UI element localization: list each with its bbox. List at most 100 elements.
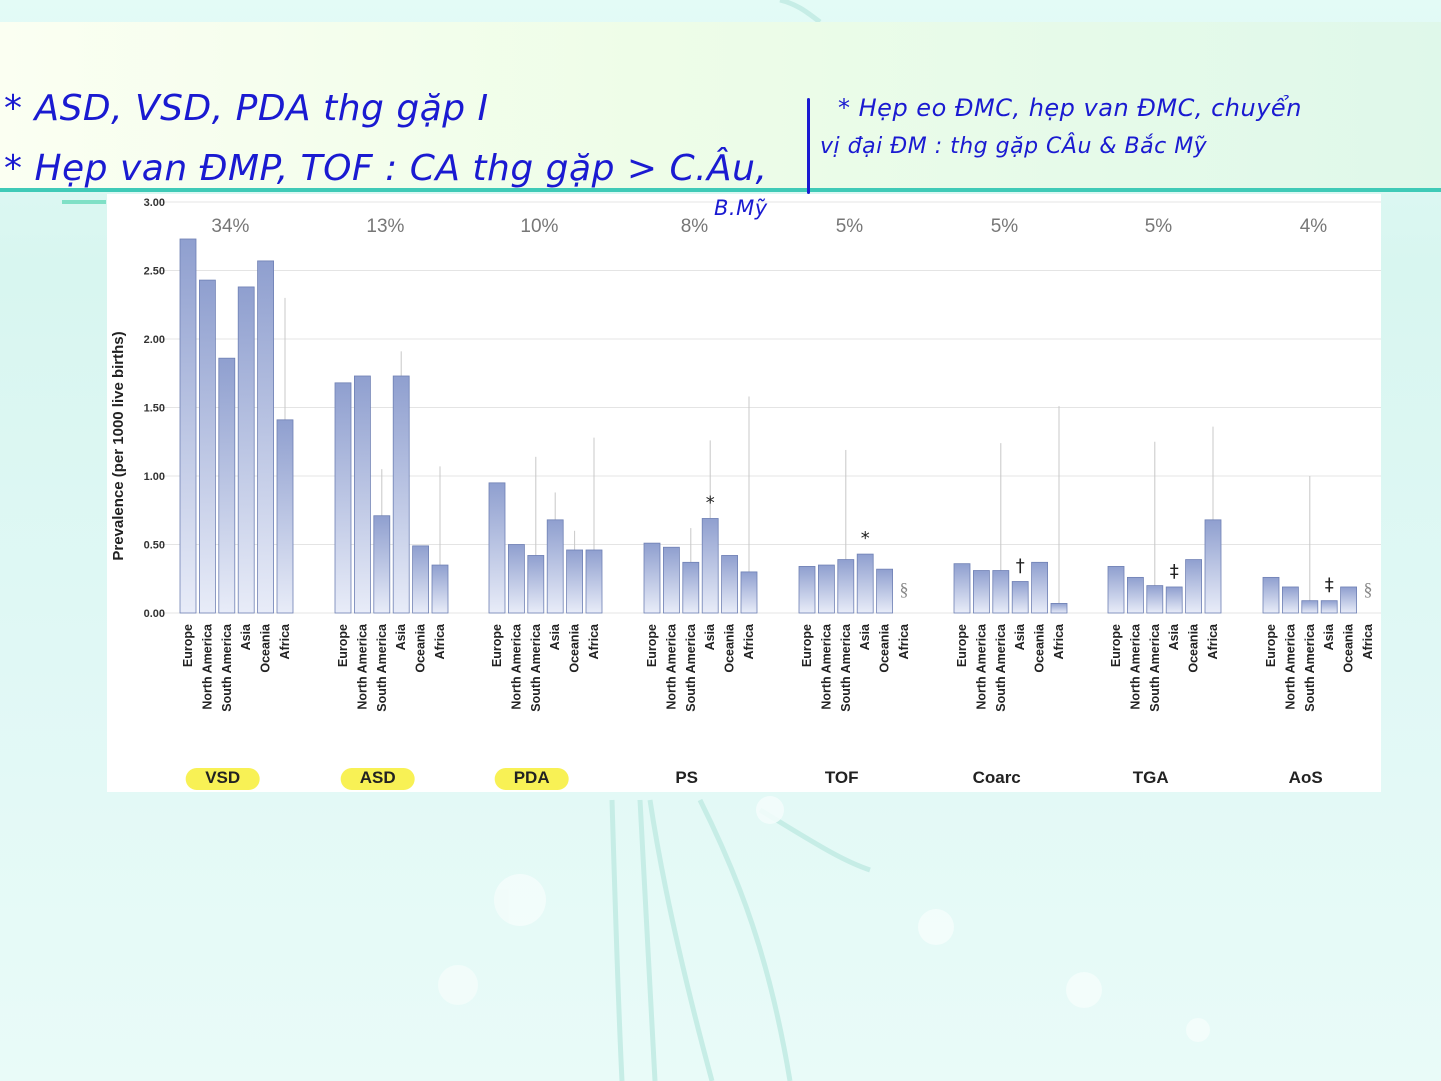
region-tick-label: Oceania bbox=[1033, 623, 1047, 673]
region-tick-label: Asia bbox=[1013, 623, 1027, 650]
bar-tof-south-america bbox=[837, 559, 855, 614]
region-tick-label: Oceania bbox=[1342, 623, 1356, 673]
bar-tga-south-america bbox=[1146, 585, 1164, 614]
handwritten-note-2-continued: B.Mỹ bbox=[714, 196, 768, 220]
highlighter-mark bbox=[494, 768, 569, 790]
region-tick-label: North America bbox=[1283, 623, 1297, 710]
bar-ps-europe bbox=[643, 542, 661, 614]
group-name-labels: VSD ASD PDA PS TOF Coarc TGA AoS bbox=[205, 768, 1322, 787]
label-highlights bbox=[185, 768, 569, 790]
group-name-label: VSD bbox=[205, 768, 240, 787]
region-tick-label: South America bbox=[684, 623, 698, 712]
region-tick-label: Europe bbox=[645, 624, 659, 667]
group-percent-labels: 34% 13% 10% 8% 5% 5% 5% 4% bbox=[211, 216, 1327, 237]
region-tick-label: Africa bbox=[433, 623, 447, 659]
region-tick-label: Asia bbox=[858, 623, 872, 650]
significance-marker: ‡ bbox=[1325, 575, 1334, 596]
region-tick-label: North America bbox=[974, 623, 988, 710]
region-tick-label: Asia bbox=[1322, 623, 1336, 650]
missing-data-marker: § bbox=[1364, 579, 1373, 599]
handwritten-note-4: vị đại ĐM : thg gặp CÂu & Bắc Mỹ bbox=[820, 134, 1208, 159]
bar-pda-asia bbox=[546, 519, 564, 614]
group-percent-label: 5% bbox=[836, 216, 864, 237]
region-tick-label: Europe bbox=[1264, 624, 1278, 667]
region-tick-label: South America bbox=[375, 623, 389, 712]
bar-asd-south-america bbox=[373, 515, 391, 614]
y-axis: Prevalence (per 1000 live births) 0.00 0.… bbox=[110, 197, 165, 620]
handwritten-note-2: * Hẹp van ĐMP, TOF : CA thg gặp > C.Âu, bbox=[4, 148, 768, 189]
bar-aos-oceania bbox=[1340, 586, 1357, 614]
bar-vsd-asia bbox=[237, 286, 255, 614]
handwritten-divider-stroke bbox=[807, 98, 810, 194]
bar-pda-europe bbox=[488, 482, 506, 614]
group-name-label: TGA bbox=[1133, 768, 1169, 787]
y-tick-label: 1.00 bbox=[144, 471, 165, 483]
region-tick-label: North America bbox=[664, 623, 678, 710]
bar-coarc-north-america bbox=[973, 570, 990, 614]
region-tick-label: Africa bbox=[1361, 623, 1375, 659]
region-tick-label: Oceania bbox=[878, 623, 892, 673]
region-tick-label: Europe bbox=[955, 624, 969, 667]
header-band bbox=[0, 22, 1441, 190]
group-name-label: PDA bbox=[514, 768, 550, 787]
region-tick-label: Asia bbox=[703, 623, 717, 650]
region-tick-label: South America bbox=[839, 623, 853, 712]
bar-tof-asia bbox=[856, 553, 874, 614]
region-tick-label: North America bbox=[819, 623, 833, 710]
region-tick-label: Africa bbox=[897, 623, 911, 659]
region-tick-label: Africa bbox=[587, 623, 601, 659]
decorative-blobs bbox=[438, 796, 1210, 1042]
bar-aos-north-america bbox=[1282, 586, 1299, 614]
bar-coarc-oceania bbox=[1031, 561, 1048, 614]
bar-coarc-asia bbox=[1011, 581, 1029, 614]
region-tick-labels: Europe North America South America Asia Ocea… bbox=[181, 623, 1375, 712]
group-percent-label: 4% bbox=[1300, 216, 1328, 237]
region-tick-label: Asia bbox=[548, 623, 562, 650]
bar-ps-africa bbox=[740, 571, 758, 614]
y-tick-label: 2.00 bbox=[144, 334, 165, 346]
bar-asd-asia bbox=[392, 375, 410, 614]
bar-tga-africa bbox=[1204, 519, 1222, 614]
bar-tof-oceania bbox=[876, 568, 893, 614]
region-tick-label: Oceania bbox=[568, 623, 582, 673]
chart-panel: Prevalence (per 1000 live births) 0.00 0.… bbox=[107, 194, 1381, 792]
bar-vsd-north-america bbox=[199, 279, 216, 614]
bar-tga-asia bbox=[1165, 586, 1183, 614]
region-tick-label: Africa bbox=[742, 623, 756, 659]
bar-aos-south-america bbox=[1301, 600, 1319, 614]
region-tick-label: South America bbox=[529, 623, 543, 712]
bar-ps-south-america bbox=[682, 561, 700, 614]
significance-marker: * bbox=[861, 528, 870, 549]
group-percent-label: 5% bbox=[1145, 216, 1173, 237]
region-tick-label: South America bbox=[994, 623, 1008, 712]
region-tick-label: North America bbox=[509, 623, 523, 710]
highlighter-mark bbox=[185, 768, 260, 790]
prevalence-bar-chart: Prevalence (per 1000 live births) 0.00 0.… bbox=[110, 197, 1381, 790]
group-name-label: PS bbox=[675, 768, 698, 787]
bar-coarc-africa bbox=[1050, 603, 1068, 614]
group-name-label: Coarc bbox=[973, 768, 1021, 787]
bar-asd-africa bbox=[431, 564, 449, 614]
group-name-label: ASD bbox=[360, 768, 396, 787]
y-tick-label: 3.00 bbox=[144, 197, 165, 209]
y-tick-label: 2.50 bbox=[144, 266, 165, 278]
region-tick-label: South America bbox=[1148, 623, 1162, 712]
group-name-label: AoS bbox=[1289, 768, 1323, 787]
bar-tga-europe bbox=[1107, 566, 1125, 614]
missing-data-marker: § bbox=[900, 579, 909, 599]
bar-vsd-oceania bbox=[257, 260, 275, 614]
bar-ps-asia bbox=[701, 518, 719, 614]
region-tick-label: Africa bbox=[278, 623, 292, 659]
significance-marker: ‡ bbox=[1170, 561, 1179, 582]
highlighter-mark bbox=[340, 768, 415, 790]
group-percent-label: 34% bbox=[211, 216, 249, 237]
region-tick-label: Africa bbox=[1052, 623, 1066, 659]
y-tick-label: 0.50 bbox=[144, 540, 165, 552]
group-percent-label: 5% bbox=[991, 216, 1019, 237]
bar-aos-europe bbox=[1262, 576, 1280, 614]
significance-marker: * bbox=[706, 492, 715, 513]
bar-vsd-south-america bbox=[218, 357, 236, 614]
bar-pda-oceania bbox=[566, 549, 584, 614]
